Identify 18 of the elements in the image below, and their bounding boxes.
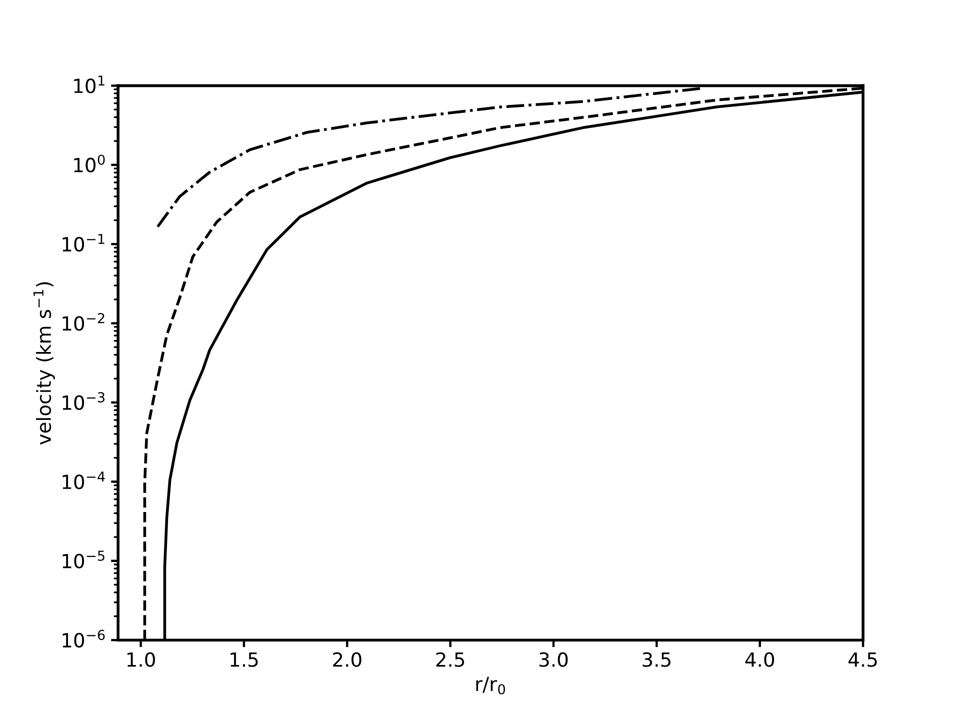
y-tick-label: 10$^{1}$ [74,76,104,94]
x-tick-label: 3.5 [642,652,670,667]
x-tick-label: 4.5 [848,652,877,667]
x-tick-label: 1.0 [127,652,155,667]
y-tick-label: 10$^{−5}$ [62,550,104,568]
y-tick-label: 10$^{−1}$ [62,234,104,252]
x-tick-label: 2.0 [333,652,362,667]
y-tick-label: 10$^{−6}$ [62,630,105,648]
x-tick-label: 2.5 [436,652,464,667]
y-axis-title: velocity (km s$^{−1}$) [33,282,55,445]
y-tick-label: 10$^{0}$ [74,154,105,172]
x-axis-title: r/r$_{0}$ [476,676,505,694]
y-tick-label: 10$^{−4}$ [62,472,105,490]
y-tick-label: 10$^{−3}$ [62,392,104,410]
x-tick-label: 1.5 [230,652,258,667]
x-tick-label: 3.0 [540,652,568,667]
x-tick-label: 4.0 [745,652,774,667]
y-tick-label: 10$^{−2}$ [62,312,104,331]
